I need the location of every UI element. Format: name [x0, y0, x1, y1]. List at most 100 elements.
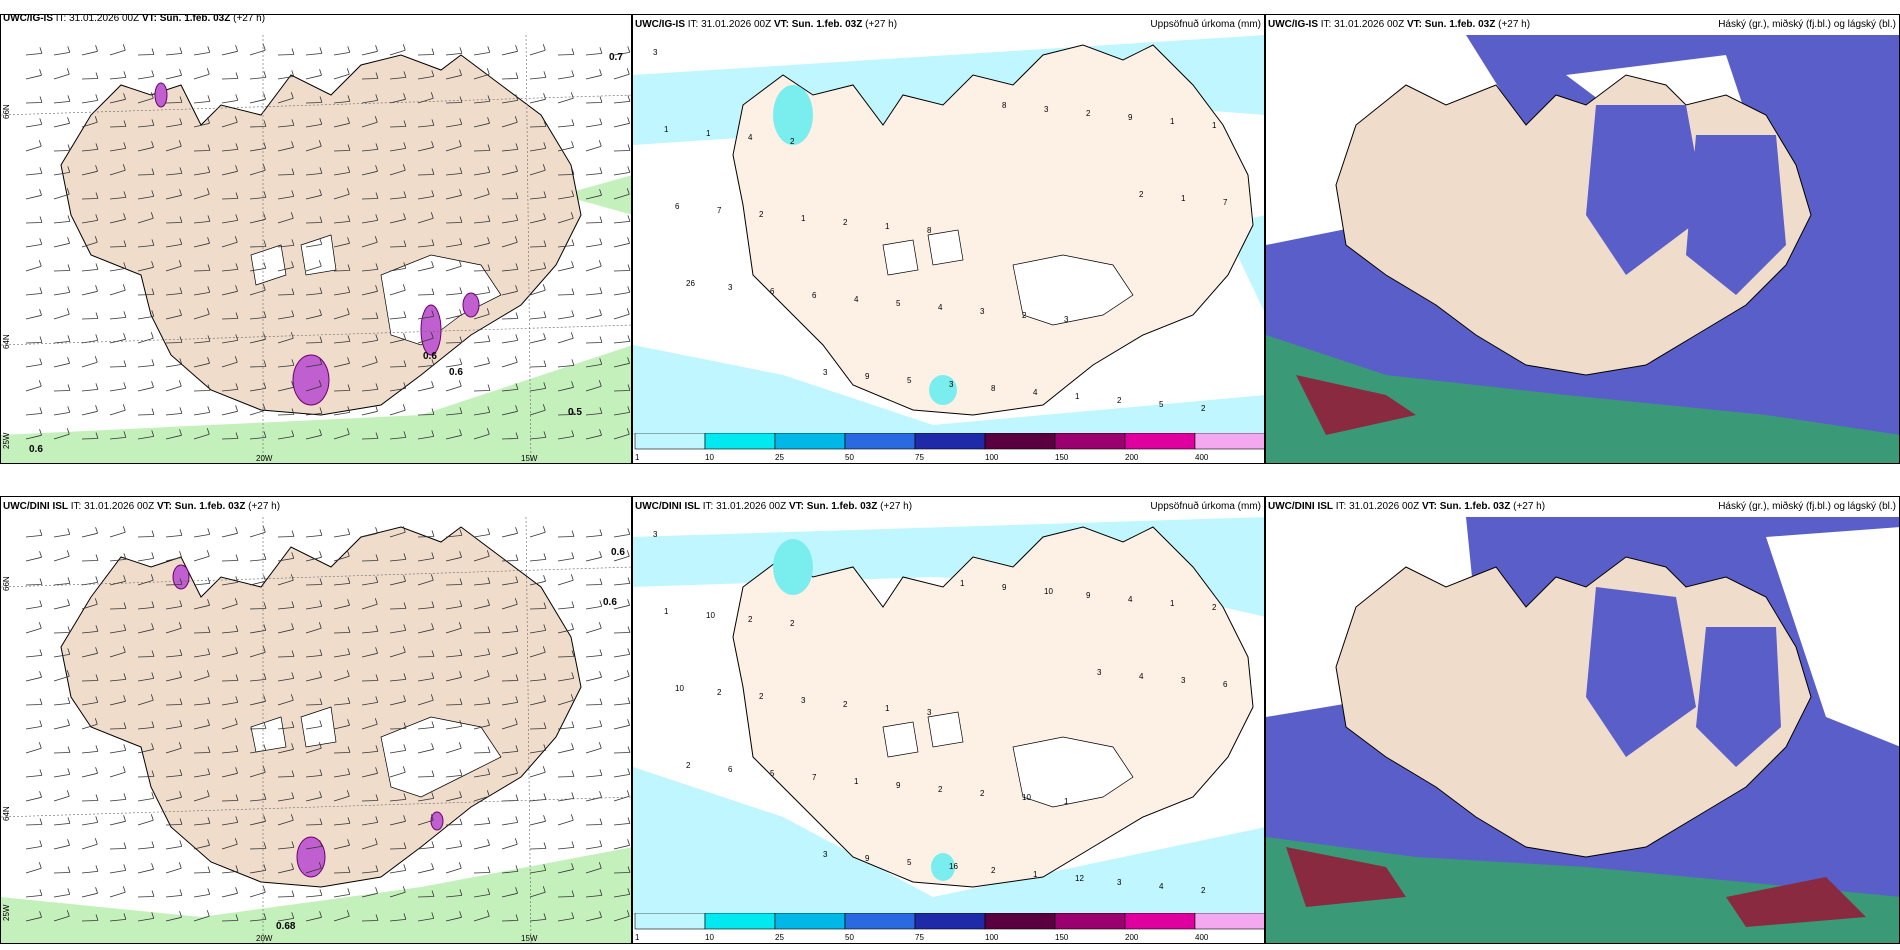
wind-barb — [557, 574, 574, 586]
wind-barb — [193, 46, 211, 56]
lon-label: 15W — [521, 454, 538, 463]
precip-value: 6 — [675, 202, 680, 211]
wind-barb — [389, 262, 407, 272]
wind-barb — [585, 216, 603, 224]
wind-barb — [193, 888, 211, 898]
wind-barb — [361, 383, 379, 392]
wind-barb — [445, 358, 463, 368]
wind-barb — [165, 238, 183, 248]
scale-swatch — [914, 913, 986, 930]
wind-barb — [417, 601, 435, 610]
wind-barb — [333, 215, 351, 224]
wind-barb — [193, 697, 211, 706]
wind-barb — [137, 721, 155, 730]
wind-barb — [277, 672, 295, 682]
wind-barb — [333, 384, 351, 392]
wind-barb — [473, 406, 491, 416]
wind-barb — [389, 793, 407, 802]
wind-barb — [277, 574, 294, 586]
wind-barb — [137, 574, 154, 586]
wind-barb — [557, 119, 575, 128]
wind-barb — [445, 118, 463, 128]
wind-barb — [333, 46, 351, 56]
wind-barb — [221, 72, 239, 80]
wind-barb — [277, 814, 294, 826]
wind-barb — [361, 432, 379, 440]
wind-barb — [333, 95, 351, 104]
wind-barb — [221, 192, 239, 200]
panel-header: UWC/DINI ISL IT: 31.01.2026 00Z VT: Sun.… — [635, 501, 1261, 512]
wind-barb — [389, 815, 406, 826]
wind-barb — [221, 116, 238, 128]
wind-barb — [501, 143, 519, 152]
wind-barb — [389, 120, 407, 128]
wind-barb — [53, 166, 71, 176]
precip-value: 2 — [1117, 396, 1122, 405]
wind-barb — [137, 650, 155, 658]
wind-barb — [389, 360, 407, 368]
lon-label: 20W — [256, 934, 273, 943]
wind-barb — [221, 334, 239, 344]
wind-barb — [585, 671, 602, 682]
wind-barb — [305, 698, 323, 706]
wind-barb — [417, 912, 435, 922]
wind-barb — [53, 144, 71, 152]
scale-swatch — [1054, 913, 1126, 930]
wind-barb — [137, 672, 155, 682]
wind-barb — [585, 622, 602, 634]
wind-barb — [25, 889, 43, 898]
wind-barb — [613, 670, 630, 682]
wind-barb — [305, 309, 322, 320]
wind-barb — [81, 696, 99, 706]
wind-barb — [333, 790, 350, 802]
wind-barb — [417, 694, 434, 706]
wind-barb — [193, 237, 210, 248]
precip-value: 16 — [949, 862, 958, 871]
wind-barb — [585, 260, 602, 272]
wind-barb — [249, 311, 267, 320]
wind-barb — [389, 913, 407, 922]
wind-barb — [585, 140, 602, 152]
wind-barb — [25, 47, 43, 56]
wind-barb — [25, 720, 43, 730]
wind-barb — [557, 814, 574, 826]
wind-barb — [277, 430, 295, 440]
wind-barb — [445, 742, 462, 754]
wind-barb — [109, 44, 126, 56]
wind-barb — [193, 335, 211, 344]
precip-value: 3 — [823, 368, 828, 377]
wind-barb — [557, 721, 575, 730]
wind-barb — [25, 578, 43, 586]
precip-value: 5 — [1159, 400, 1164, 409]
wind-barb — [165, 698, 183, 706]
wind-barb — [445, 818, 463, 826]
wind-barb — [585, 358, 603, 368]
wind-barb — [25, 189, 42, 200]
wind-barb — [165, 167, 183, 176]
wind-barb — [445, 911, 462, 922]
scale-tick-label: 200 — [1125, 933, 1139, 942]
wind-barb — [613, 599, 630, 610]
wind-barb — [529, 431, 547, 440]
wind-barb — [81, 45, 98, 56]
wind-barb — [109, 815, 126, 826]
wind-barb — [473, 910, 490, 922]
wind-barb — [473, 817, 491, 826]
wind-barb — [529, 284, 546, 296]
wind-barb — [333, 166, 351, 176]
wind-barb — [221, 838, 238, 850]
wind-barb — [25, 911, 42, 922]
wind-barb — [305, 69, 322, 80]
wind-barb — [221, 214, 239, 224]
wind-barb — [25, 336, 43, 344]
wind-barb — [81, 192, 99, 200]
wind-barb — [81, 598, 98, 610]
wind-barb — [445, 622, 462, 634]
wind-barb — [137, 863, 154, 874]
wind-barb — [473, 188, 490, 200]
wind-barb — [613, 697, 631, 706]
wind-map: 20W 15W 66N 64N 25W 0.7 0.6 0.5 0.6 0.6 — [1, 15, 631, 463]
wind-barb — [585, 600, 603, 610]
wind-value: 0.5 — [568, 407, 582, 418]
wind-barb — [221, 527, 238, 538]
